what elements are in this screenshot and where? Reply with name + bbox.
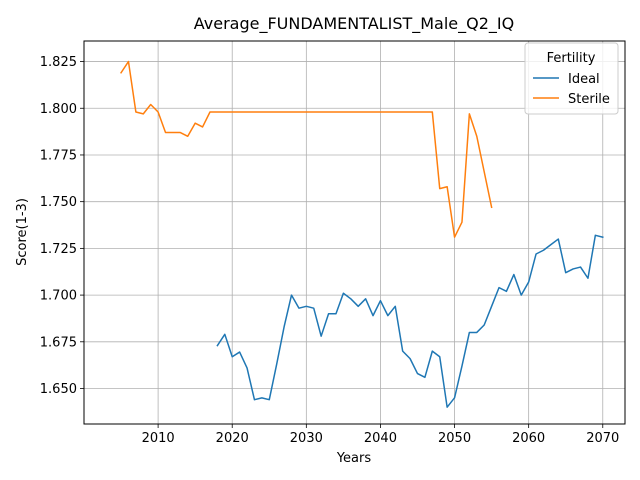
legend-box (524, 42, 619, 115)
x-tick-label: 2050 (438, 431, 471, 446)
plot-frame (83, 40, 626, 425)
series-line-sterile (120, 60, 493, 238)
legend-label-sterile: Sterile (568, 92, 610, 107)
x-axis-label: Years (336, 451, 372, 466)
grid (84, 41, 625, 424)
chart-title: Average_FUNDAMENTALIST_Male_Q2_IQ (194, 14, 514, 34)
series-line-ideal (216, 234, 604, 408)
x-tick-label: 2070 (586, 431, 619, 446)
y-tick-label: 1.650 (40, 382, 77, 397)
y-axis-label: Score(1-3) (15, 198, 30, 266)
y-tick-label: 1.825 (40, 55, 77, 70)
x-axis: 2010 2020 2030 2040 2050 2060 2070 (142, 424, 619, 446)
y-tick-label: 1.725 (40, 242, 77, 257)
x-tick-label: 2010 (142, 431, 175, 446)
y-tick-label: 1.775 (40, 148, 77, 163)
y-tick-label: 1.750 (40, 195, 77, 210)
x-tick-label: 2020 (216, 431, 249, 446)
x-tick-label: 2030 (290, 431, 323, 446)
x-tick-label: 2060 (512, 431, 545, 446)
legend-title: Fertility (547, 51, 596, 66)
y-tick-label: 1.700 (40, 289, 77, 304)
legend: Fertility Ideal Sterile (524, 42, 619, 115)
y-tick-label: 1.675 (40, 335, 77, 350)
x-tick-label: 2040 (364, 431, 397, 446)
y-axis: 1.650 1.675 1.700 1.725 1.750 1.775 1.800 1.825 (40, 55, 84, 397)
series-lines (120, 60, 604, 408)
legend-label-ideal: Ideal (568, 72, 600, 87)
y-tick-label: 1.800 (40, 102, 77, 117)
